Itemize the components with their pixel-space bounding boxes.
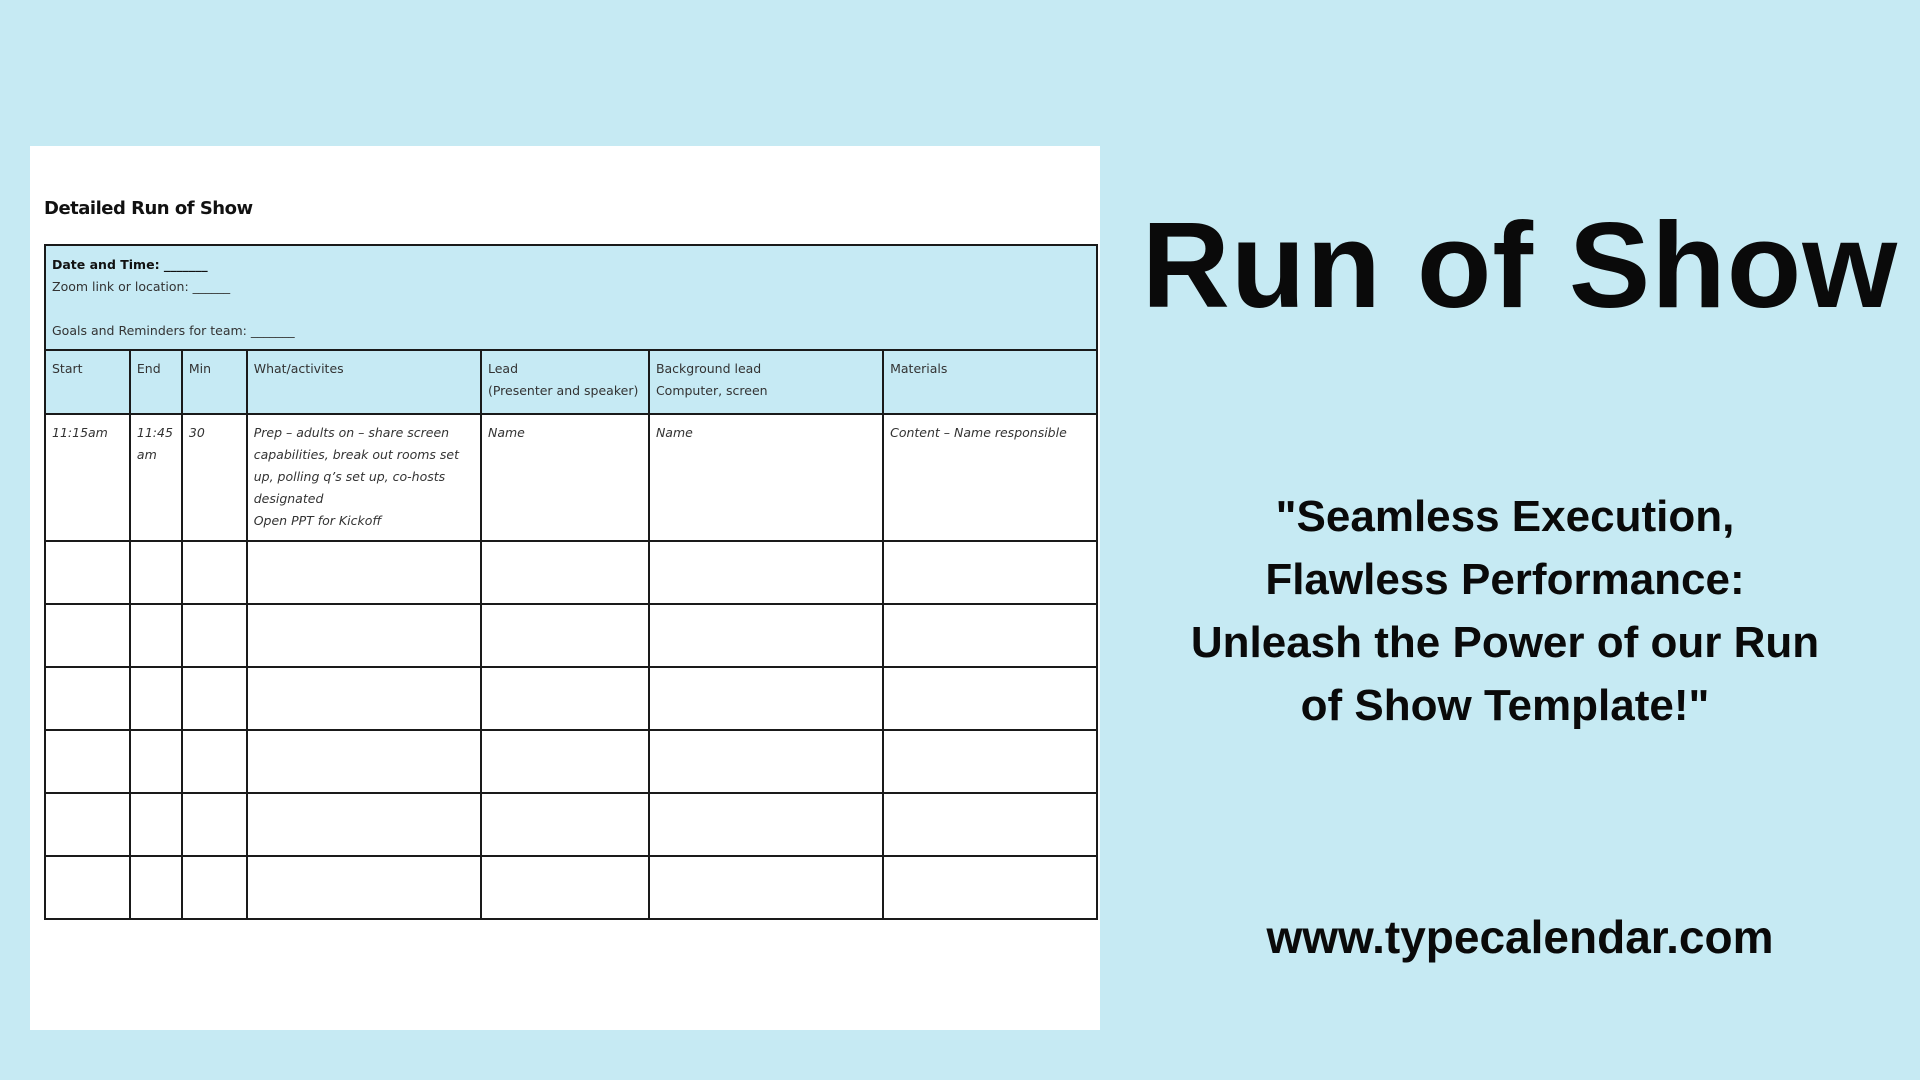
empty-cell <box>128 792 183 857</box>
empty-cell <box>44 792 131 857</box>
column-header: Materials <box>882 349 1098 415</box>
min-cell: 30 <box>180 413 248 542</box>
header-label: Materials <box>890 361 948 376</box>
empty-table-row <box>44 603 1098 668</box>
empty-cell <box>647 792 885 857</box>
empty-cell <box>245 729 482 794</box>
column-header: Background lead Computer, screen <box>647 349 885 415</box>
activity-text: Prep – adults on – share screen capabili… <box>253 425 460 506</box>
empty-cell <box>180 540 248 605</box>
empty-cell <box>245 792 482 857</box>
empty-cell <box>479 603 650 668</box>
header-sublabel: Computer, screen <box>655 383 768 398</box>
empty-cell <box>128 855 183 920</box>
end-cell: 11:45 am <box>128 413 183 542</box>
empty-cell <box>479 666 650 731</box>
empty-cell <box>44 603 131 668</box>
empty-cell <box>647 855 885 920</box>
empty-cell <box>44 855 131 920</box>
header-row: Start End Min What/activites Lead (Presen… <box>44 349 1098 415</box>
empty-cell <box>882 855 1098 920</box>
empty-cell <box>180 792 248 857</box>
column-header: Start <box>44 349 131 415</box>
start-cell: 11:15am <box>44 413 131 542</box>
empty-cell <box>882 540 1098 605</box>
empty-table-row <box>44 540 1098 605</box>
empty-cell <box>882 792 1098 857</box>
empty-cell <box>245 540 482 605</box>
run-of-show-table: Date and Time: _______ Zoom link or loca… <box>44 244 1098 920</box>
empty-cell <box>245 855 482 920</box>
empty-cell <box>479 540 650 605</box>
empty-cell <box>245 603 482 668</box>
empty-cell <box>180 666 248 731</box>
empty-cell <box>647 540 885 605</box>
header-label: Start <box>52 361 83 376</box>
empty-cell <box>180 729 248 794</box>
empty-cell <box>245 666 482 731</box>
info-cell: Date and Time: _______ Zoom link or loca… <box>44 244 1098 351</box>
empty-table-row <box>44 729 1098 794</box>
header-label: Background lead <box>655 361 762 376</box>
empty-cell <box>128 729 183 794</box>
header-label: Lead <box>487 361 518 376</box>
empty-cell <box>647 729 885 794</box>
document-preview: Detailed Run of Show Date and Time: ____… <box>30 146 1100 1030</box>
empty-cell <box>180 855 248 920</box>
empty-table-row <box>44 855 1098 920</box>
header-label: End <box>136 361 161 376</box>
date-time-field: Date and Time: _______ <box>52 257 208 272</box>
empty-cell <box>882 666 1098 731</box>
empty-cell <box>128 540 183 605</box>
empty-cell <box>44 666 131 731</box>
goals-field: Goals and Reminders for team: _______ <box>52 323 295 338</box>
header-label: Min <box>188 361 212 376</box>
header-label: What/activites <box>253 361 344 376</box>
header-sublabel: (Presenter and speaker) <box>487 383 639 398</box>
empty-cell <box>180 603 248 668</box>
activity-text: Open PPT for Kickoff <box>253 513 382 528</box>
empty-table-row <box>44 792 1098 857</box>
column-header: Min <box>180 349 248 415</box>
empty-cell <box>128 603 183 668</box>
tagline: "Seamless Execution, Flawless Performanc… <box>1190 492 1820 730</box>
table-row: 11:15am 11:45 am 30 Prep – adults on – s… <box>44 413 1098 542</box>
empty-cell <box>479 729 650 794</box>
column-header: End <box>128 349 183 415</box>
document-title: Detailed Run of Show <box>44 198 253 219</box>
empty-cell <box>647 666 885 731</box>
empty-cell <box>882 603 1098 668</box>
column-header: What/activites <box>245 349 482 415</box>
empty-cell <box>128 666 183 731</box>
zoom-link-field: Zoom link or location: ______ <box>52 279 231 294</box>
column-header: Lead (Presenter and speaker) <box>479 349 650 415</box>
website-url[interactable]: www.typecalendar.com <box>1266 911 1774 963</box>
empty-cell <box>44 540 131 605</box>
empty-cell <box>44 729 131 794</box>
what-cell: Prep – adults on – share screen capabili… <box>245 413 482 542</box>
headline: Run of Show <box>1141 197 1899 333</box>
background-lead-cell: Name <box>647 413 885 542</box>
lead-cell: Name <box>479 413 650 542</box>
empty-cell <box>479 792 650 857</box>
empty-cell <box>647 603 885 668</box>
info-row: Date and Time: _______ Zoom link or loca… <box>44 244 1098 351</box>
empty-cell <box>479 855 650 920</box>
empty-table-row <box>44 666 1098 731</box>
empty-cell <box>882 729 1098 794</box>
materials-cell: Content – Name responsible <box>882 413 1098 542</box>
